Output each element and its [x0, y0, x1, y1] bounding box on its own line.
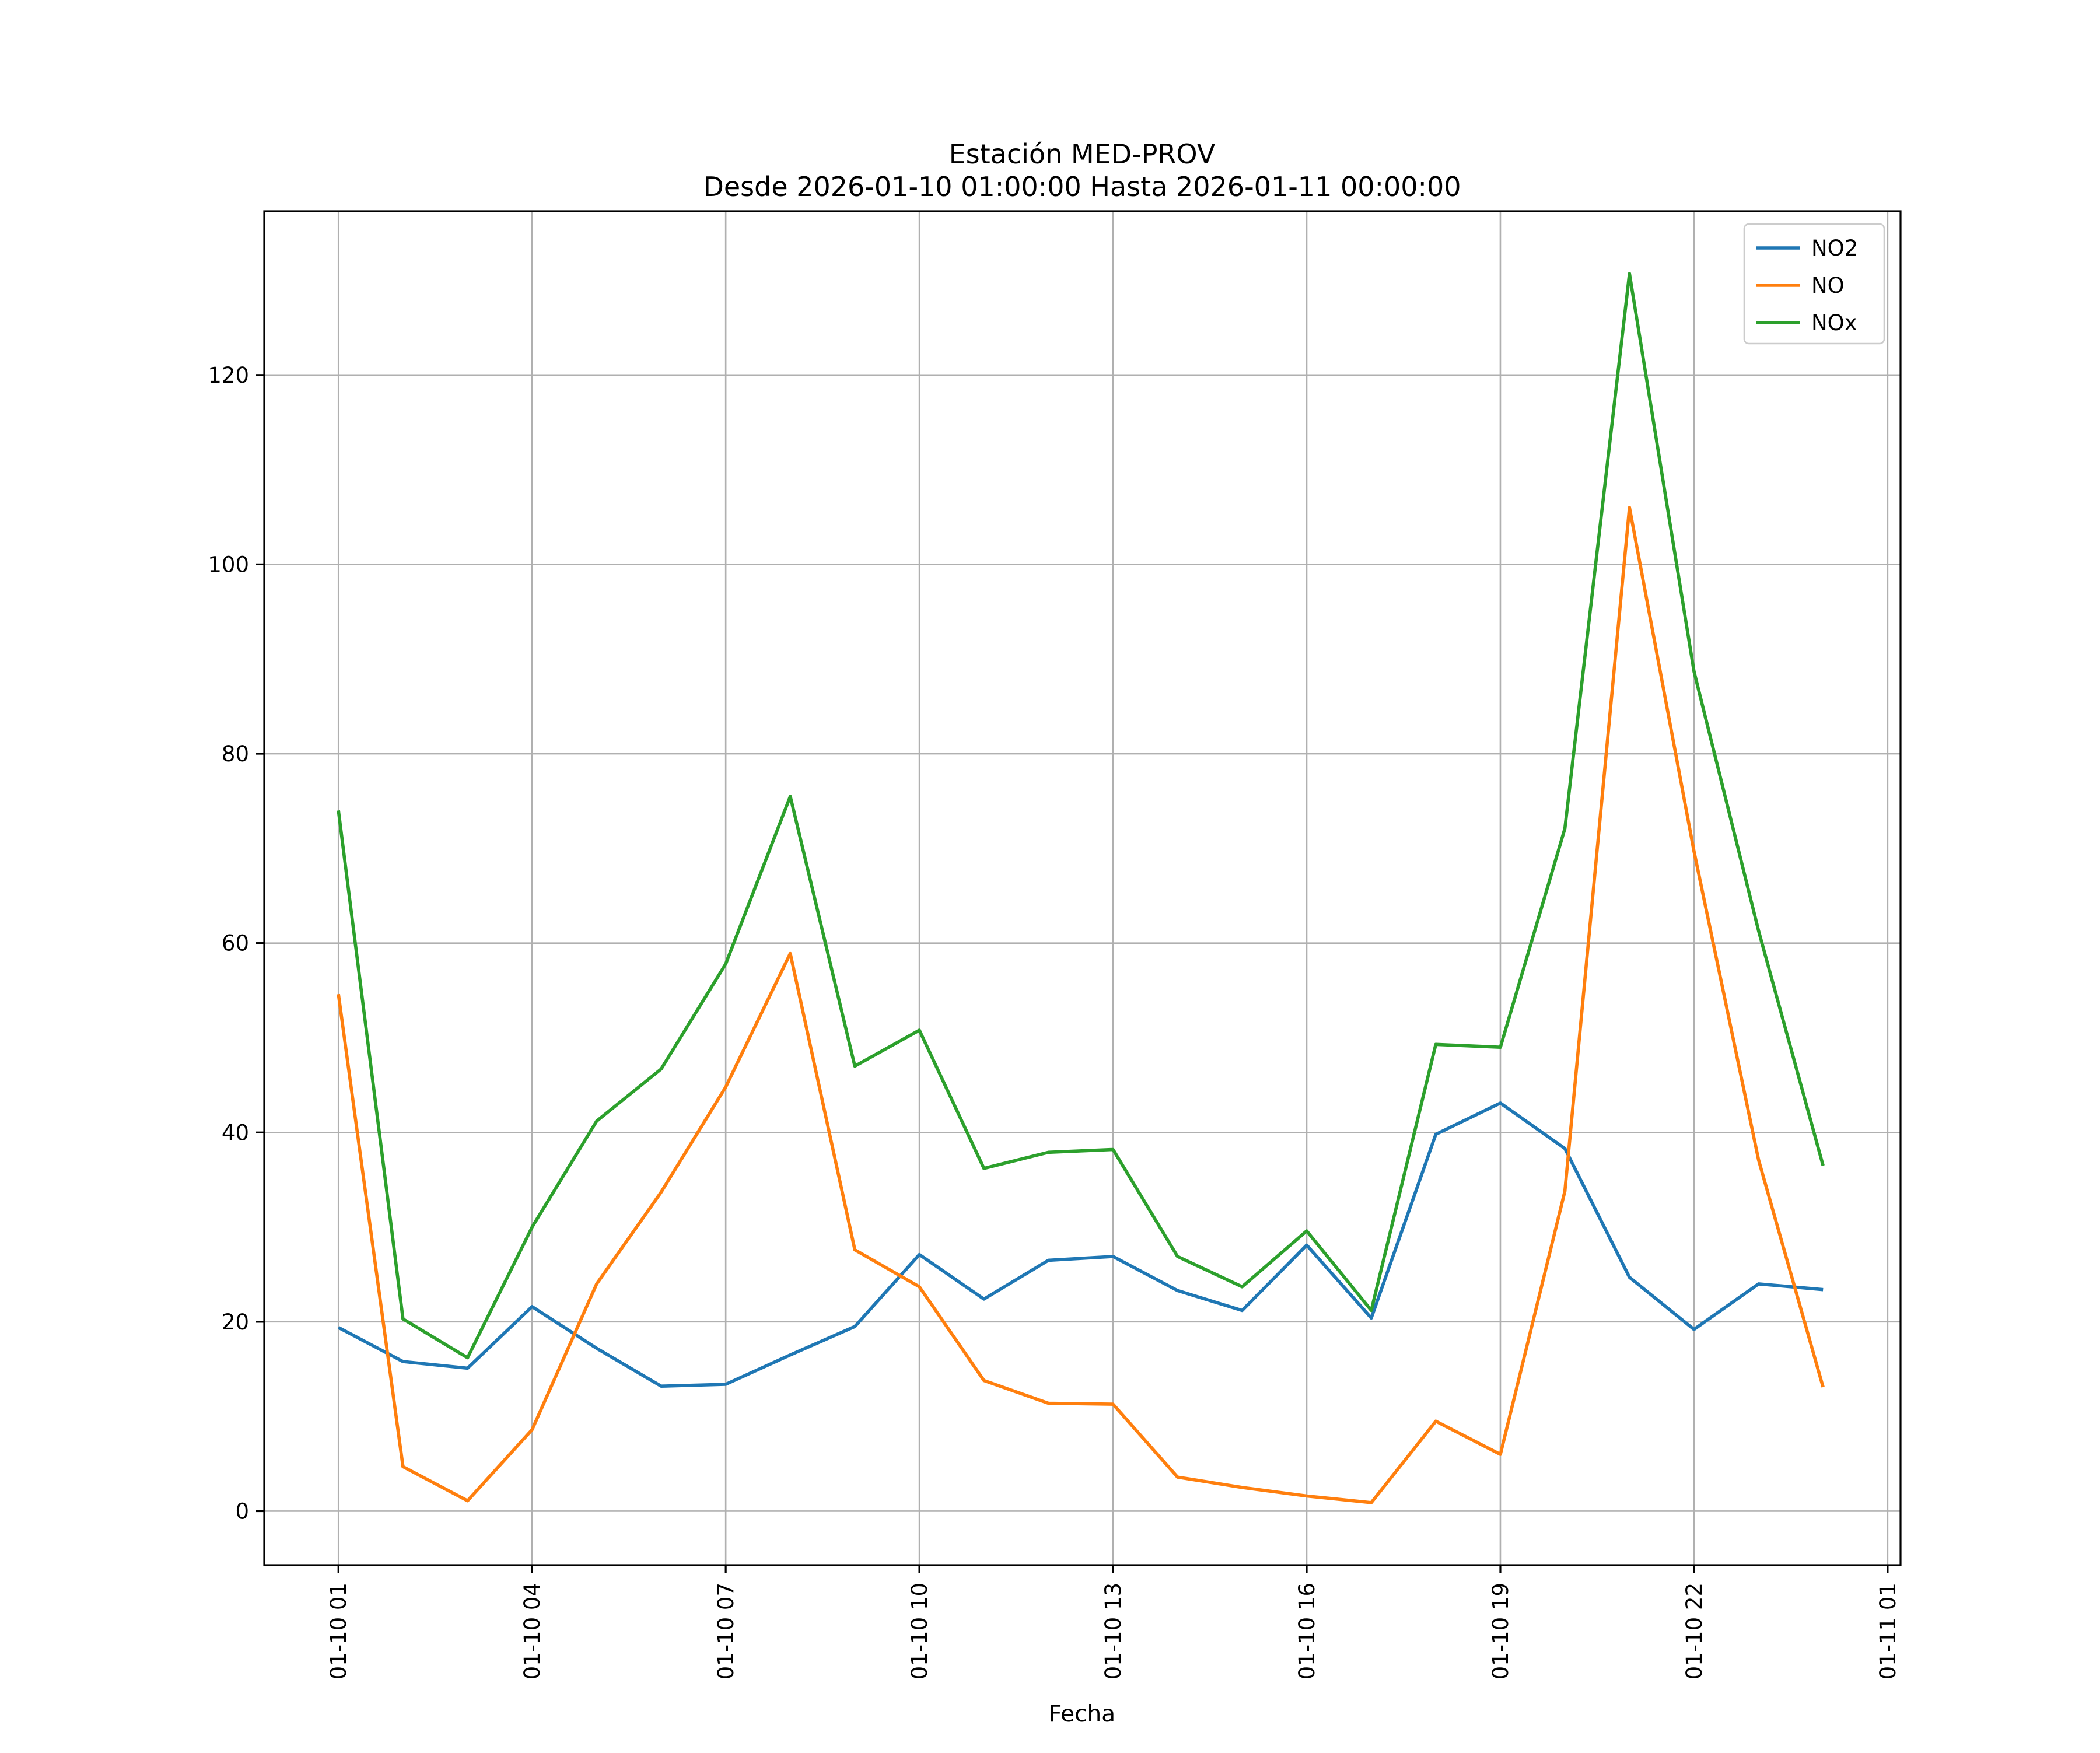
y-tick-label: 100 [208, 552, 249, 577]
series-layer [337, 272, 1825, 1504]
x-tick-label: 01-10 22 [1682, 1583, 1707, 1679]
x-tick-label: 01-10 16 [1294, 1583, 1320, 1679]
y-tick-label: 60 [222, 931, 249, 956]
series-line-nox [337, 272, 1825, 1360]
legend-label-no: NO [1811, 273, 1845, 298]
x-tick-label: 01-10 19 [1488, 1583, 1513, 1679]
x-tick-label: 01-10 01 [326, 1583, 351, 1679]
y-tick-label: 40 [222, 1120, 249, 1145]
ticks-layer: 01-10 01 01-10 04 01-10 07 01-10 10 01-10 13… [208, 363, 1900, 1680]
y-tick-label: 120 [208, 363, 249, 388]
legend-box [1743, 223, 1885, 345]
x-axis-label: Fecha [1049, 1701, 1115, 1727]
x-tick-label: 01-10 04 [520, 1583, 545, 1679]
legend: NO2 NO NOx [1743, 223, 1885, 345]
plot-frame [263, 210, 1902, 1566]
y-tick-label: 80 [222, 741, 249, 767]
chart-title-line1: Estación MED-PROV [949, 138, 1216, 170]
series-line-no [337, 506, 1825, 1504]
x-tick-label: 01-10 07 [713, 1583, 738, 1679]
x-tick-label: 01-11 01 [1875, 1583, 1901, 1679]
y-tick-label: 0 [235, 1499, 249, 1524]
x-tick-label: 01-10 10 [907, 1583, 932, 1679]
series-line-no2 [337, 1101, 1824, 1388]
x-tick-label: 01-10 13 [1101, 1583, 1126, 1679]
y-tick-label: 20 [222, 1310, 249, 1335]
legend-label-no2: NO2 [1811, 236, 1858, 261]
grid-layer [264, 211, 1901, 1565]
legend-label-nox: NOx [1811, 310, 1857, 335]
chart-title-line2: Desde 2026-01-10 01:00:00 Hasta 2026-01-… [703, 171, 1461, 202]
